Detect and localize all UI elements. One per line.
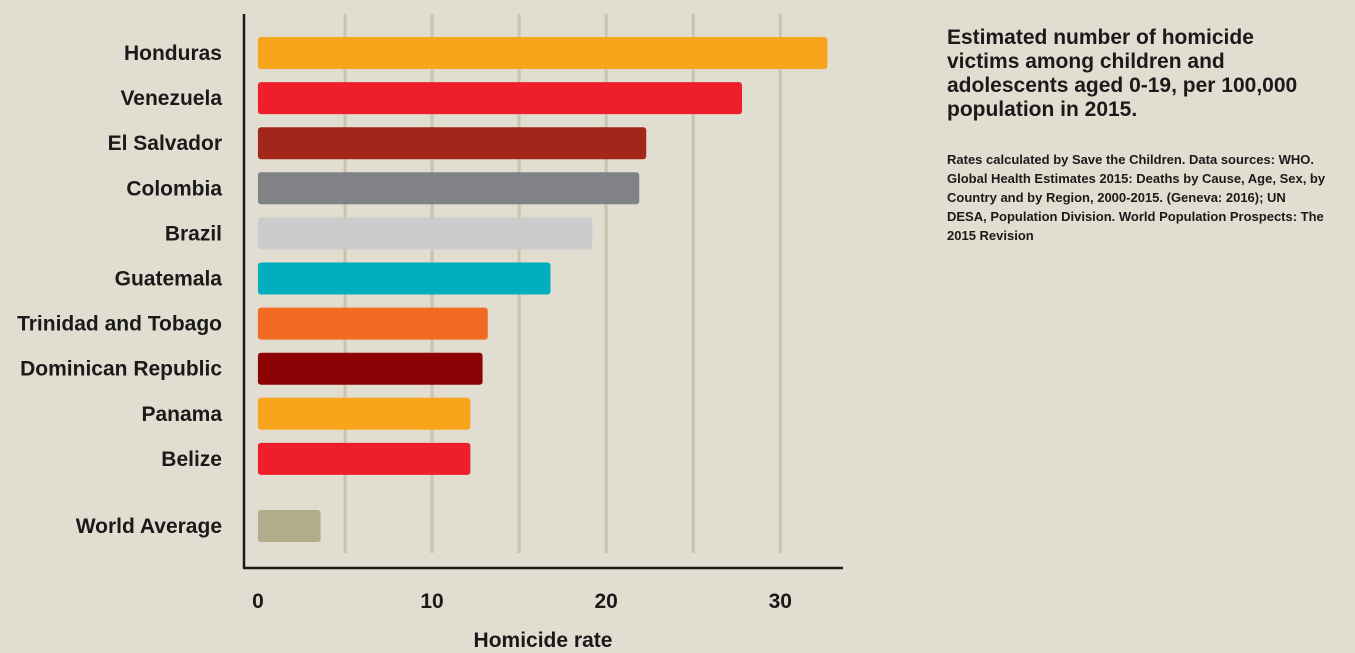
category-label: Dominican Republic <box>20 358 222 381</box>
bar <box>257 37 828 69</box>
category-label: World Average <box>76 515 222 538</box>
chart-description: Estimated number of homicide victims amo… <box>947 26 1298 121</box>
bar <box>257 262 551 295</box>
x-tick-label: 10 <box>420 590 443 613</box>
x-tick-label: 20 <box>595 590 618 613</box>
side-panel: Estimated number of homicide victims amo… <box>947 26 1327 245</box>
bar-chart: Honduras Venezuela El Salvador Colombia Braz… <box>17 14 843 652</box>
category-label: Venezuela <box>120 87 222 110</box>
category-label: Brazil <box>165 222 222 245</box>
bar <box>257 397 471 430</box>
x-tick-label: 0 <box>252 590 264 613</box>
bar <box>257 82 743 115</box>
category-label: Guatemala <box>115 268 223 291</box>
category-label: Colombia <box>126 177 222 200</box>
bars <box>257 37 828 542</box>
bar <box>257 352 483 385</box>
x-tick-labels: 0 10 20 30 <box>252 590 792 613</box>
category-label: El Salvador <box>108 132 222 155</box>
bar <box>257 172 640 205</box>
x-tick-label: 30 <box>769 590 792 613</box>
bar <box>257 127 647 160</box>
category-label: Honduras <box>124 42 222 65</box>
bar <box>257 307 488 340</box>
category-label: Belize <box>161 448 222 471</box>
x-axis-title: Homicide rate <box>474 629 613 652</box>
source-note: Rates calculated by Save the Children. D… <box>947 152 1326 243</box>
bar <box>257 442 471 475</box>
category-label: Panama <box>141 403 222 426</box>
category-labels: Honduras Venezuela El Salvador Colombia Braz… <box>17 42 222 538</box>
category-label: Trinidad and Tobago <box>17 313 222 336</box>
bar <box>257 217 593 250</box>
bar <box>257 510 321 542</box>
